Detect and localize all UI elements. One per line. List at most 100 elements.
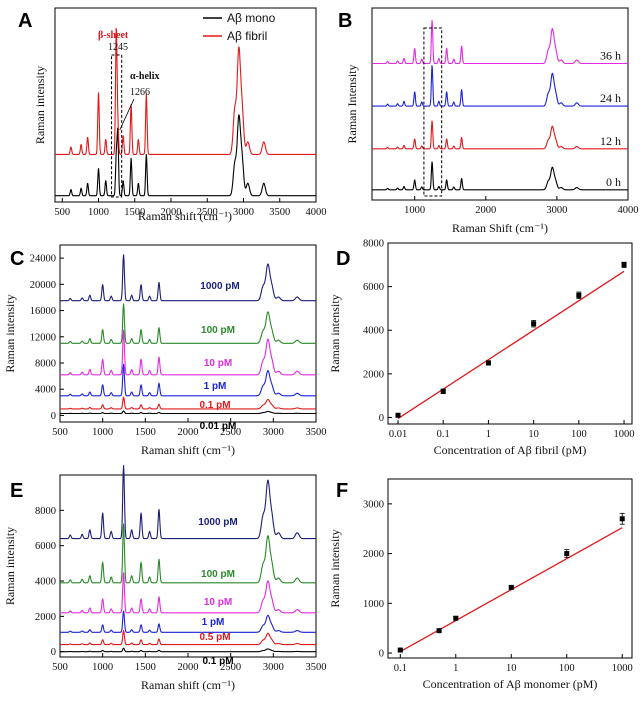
plot-frame bbox=[59, 474, 317, 658]
y-tick-label: 0 bbox=[51, 411, 56, 422]
x-tick-label: 1000 bbox=[88, 207, 109, 218]
panel-f: F 0.1 1 10 100 1000 0 1000 2000 3000 Concentration… bbox=[328, 478, 633, 691]
y-tick-label: 1000 bbox=[363, 599, 384, 610]
x-tick-label: 0.01 bbox=[389, 429, 407, 440]
y-tick-label: 24000 bbox=[30, 254, 56, 265]
concentration-label: 0.1 pM bbox=[199, 400, 230, 411]
spectrum-mono bbox=[54, 114, 317, 197]
spectrum-24h bbox=[371, 65, 629, 107]
panel-label-e: E bbox=[10, 480, 23, 502]
data-point bbox=[508, 584, 514, 590]
concentration-label: 0.1 pM bbox=[202, 656, 233, 667]
x-axis-label: Concentration of Aβ fibril (pM) bbox=[434, 443, 587, 457]
y-tick-label: 16000 bbox=[30, 306, 56, 317]
data-point bbox=[440, 388, 446, 394]
concentration-label: 1000 pM bbox=[200, 281, 239, 292]
x-tick-label: 1 bbox=[486, 429, 491, 440]
panel-e: E 500 1000 1500 2000 2500 3000 3500 0 2000 4000 600… bbox=[3, 465, 327, 692]
x-tick-label: 2500 bbox=[220, 427, 241, 438]
x-tick-label: 100 bbox=[559, 663, 575, 674]
annotation-1245: 1245 bbox=[108, 42, 128, 53]
y-tick-label: 6000 bbox=[35, 541, 56, 552]
panel-label-b: B bbox=[338, 10, 352, 32]
x-tick-label: 10 bbox=[506, 663, 517, 674]
y-tick-label: 0 bbox=[51, 647, 56, 658]
x-tick-label: 2000 bbox=[475, 205, 496, 216]
plot-frame bbox=[54, 7, 317, 203]
panel-d: D 0.01 0.1 1 10 100 1000 0 2000 4000 6000 8000 Conce… bbox=[328, 239, 635, 458]
y-tick-label: 8000 bbox=[363, 239, 384, 250]
x-tick-label: 2500 bbox=[220, 662, 241, 673]
x-axis-label: Concentration of Aβ monomer (pM) bbox=[423, 677, 598, 691]
highlight-box bbox=[423, 27, 443, 197]
x-tick-label: 10 bbox=[528, 429, 539, 440]
panel-label-c: C bbox=[10, 248, 24, 270]
concentration-label: 1 pM bbox=[202, 617, 225, 628]
x-tick-label: 100 bbox=[571, 429, 587, 440]
plot-frame bbox=[371, 7, 629, 201]
y-tick-label: 4000 bbox=[35, 577, 56, 588]
y-tick-label: 4000 bbox=[35, 385, 56, 396]
annotation-1266: 1266 bbox=[130, 87, 150, 98]
concentration-label: 1000 pM bbox=[198, 517, 237, 528]
concentration-label: 100 pM bbox=[201, 569, 235, 580]
x-tick-label: 2000 bbox=[161, 207, 182, 218]
x-tick-label: 3500 bbox=[269, 207, 290, 218]
y-tick-label: 2000 bbox=[363, 369, 384, 380]
series-label: 0 h bbox=[606, 175, 621, 189]
data-point bbox=[564, 551, 570, 557]
spectrum-10pM bbox=[59, 329, 317, 376]
x-tick-label: 500 bbox=[52, 427, 68, 438]
y-tick-label: 8000 bbox=[35, 359, 56, 370]
y-tick-label: 4000 bbox=[363, 326, 384, 337]
panel-c: C 500 1000 1500 2000 2500 3000 3500 0 4000 8000 120… bbox=[3, 244, 327, 457]
plot-frame bbox=[387, 478, 633, 659]
series-label: 24 h bbox=[600, 91, 621, 105]
spectrum-100pM bbox=[59, 303, 317, 344]
y-tick-label: 12000 bbox=[30, 332, 56, 343]
y-axis-label: Raman intensity bbox=[3, 294, 17, 372]
concentration-label: 10 pM bbox=[204, 358, 232, 369]
concentration-label: 0.5 pM bbox=[199, 632, 230, 643]
x-tick-label: 0.1 bbox=[394, 663, 407, 674]
annotation-arrow bbox=[119, 98, 135, 131]
concentration-label: 1 pM bbox=[204, 381, 227, 392]
y-tick-label: 2000 bbox=[35, 612, 56, 623]
y-tick-label: 0 bbox=[379, 649, 384, 660]
x-tick-label: 2500 bbox=[197, 207, 218, 218]
x-axis-label: Raman shift (cm⁻¹) bbox=[141, 443, 235, 457]
data-point bbox=[619, 516, 625, 522]
x-tick-label: 3000 bbox=[546, 205, 567, 216]
spectrum-36h bbox=[371, 19, 629, 65]
panel-label-f: F bbox=[336, 480, 348, 502]
y-tick-label: 8000 bbox=[35, 506, 56, 517]
spectrum-0.1pM bbox=[59, 647, 317, 653]
data-point bbox=[485, 360, 491, 366]
data-point bbox=[453, 615, 459, 621]
concentration-label: 100 pM bbox=[201, 325, 235, 336]
x-tick-label: 1500 bbox=[135, 662, 156, 673]
spectrum-1000pM bbox=[59, 465, 317, 540]
x-tick-label: 3500 bbox=[306, 427, 327, 438]
x-tick-label: 3000 bbox=[233, 207, 254, 218]
legend-entry: Aβ fibril bbox=[227, 29, 267, 43]
x-tick-label: 1000 bbox=[614, 429, 635, 440]
x-axis-label: Raman shift (cm⁻¹) bbox=[138, 209, 232, 223]
x-axis-label: Raman Shift (cm⁻¹) bbox=[452, 221, 548, 235]
plot-frame bbox=[387, 242, 633, 425]
panel-label-a: A bbox=[18, 10, 32, 32]
y-tick-label: 6000 bbox=[363, 282, 384, 293]
legend-entry: Aβ mono bbox=[227, 11, 276, 25]
spectrum-1pM bbox=[59, 610, 317, 633]
x-tick-label: 4000 bbox=[306, 207, 327, 218]
x-axis-label: Raman shift (cm⁻¹) bbox=[141, 678, 235, 692]
x-tick-label: 1500 bbox=[135, 427, 156, 438]
concentration-label: 0.01 pM bbox=[200, 421, 237, 432]
series-label: 36 h bbox=[600, 48, 621, 62]
panel-label-d: D bbox=[336, 248, 350, 270]
data-point bbox=[621, 262, 627, 268]
x-tick-label: 1000 bbox=[92, 662, 113, 673]
panel-b: B 1000 2000 3000 4000 Raman Shift (cm⁻¹) Raman… bbox=[338, 7, 639, 235]
x-tick-label: 1000 bbox=[404, 205, 425, 216]
